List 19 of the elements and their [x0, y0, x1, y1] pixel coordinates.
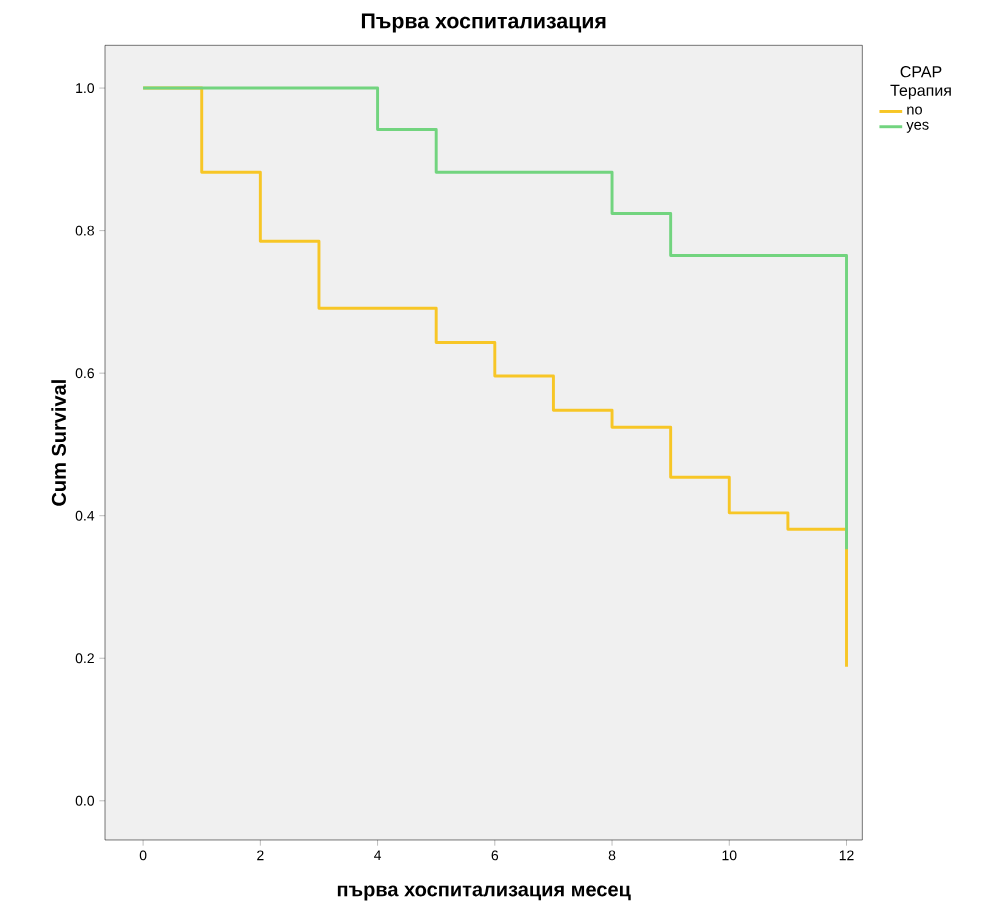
- chart-title: Първа хоспитализация: [361, 13, 606, 33]
- y-tick-label: 0.8: [75, 225, 94, 236]
- y-tick-label: 1.0: [76, 83, 95, 94]
- y-tick-label: 0.2: [75, 653, 94, 664]
- x-tick-label: 4: [374, 850, 382, 861]
- x-tick-label: 0: [139, 850, 147, 861]
- x-tick-label: 12: [839, 850, 854, 861]
- y-axis-title: Cum Survival: [51, 380, 66, 506]
- x-tick-label: 8: [608, 850, 616, 861]
- y-tick-label: 0.0: [75, 795, 95, 806]
- y-tick-label: 0.6: [75, 368, 94, 379]
- legend-title: CPAP Терапия: [890, 66, 951, 100]
- legend-label: yes: [906, 121, 929, 133]
- x-tick-label: 6: [491, 850, 499, 861]
- x-tick-label: 10: [722, 850, 737, 861]
- y-tick-label: 0.4: [75, 510, 95, 521]
- x-tick-label: 2: [257, 850, 264, 861]
- x-axis-title: първа хоспитализация месец: [337, 885, 631, 901]
- legend-label: no: [907, 106, 923, 115]
